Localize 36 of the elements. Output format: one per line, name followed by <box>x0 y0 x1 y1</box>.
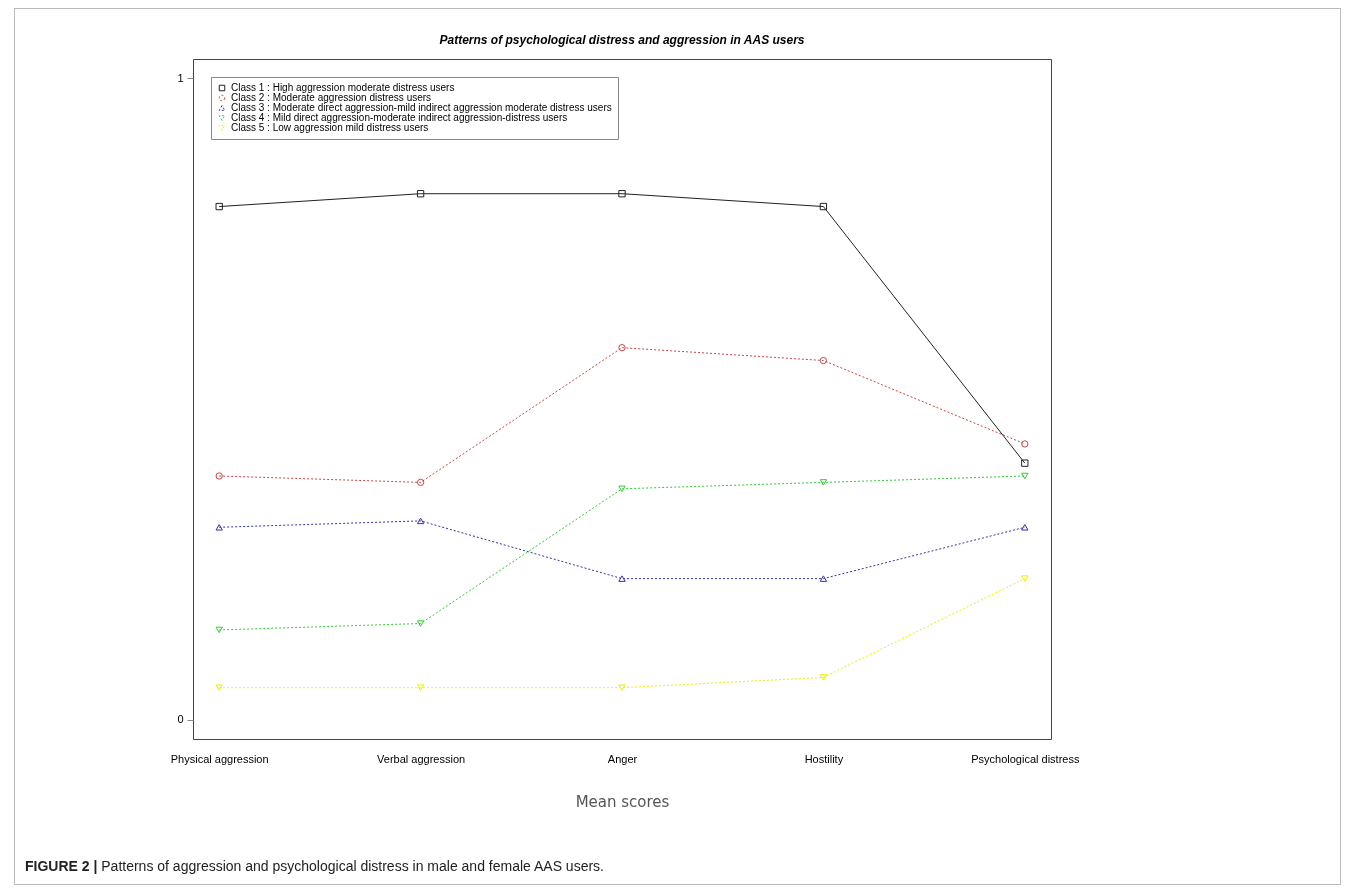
point <box>1021 472 1029 480</box>
point <box>215 202 223 211</box>
point <box>819 479 828 486</box>
point <box>215 626 223 634</box>
point <box>416 620 425 627</box>
x-tick-label: Hostility <box>804 752 844 765</box>
point <box>1021 440 1029 448</box>
point <box>416 517 425 525</box>
x-tick-label: Anger <box>607 752 638 765</box>
point <box>618 684 626 691</box>
y-tick-label: 0 <box>177 713 184 726</box>
legend-label: Class 1 : High aggression moderate distress users <box>231 82 455 93</box>
point <box>215 472 223 480</box>
point <box>416 190 425 198</box>
caption: FIGURE 2 | Patterns of aggression and psychological distress in male and female AAS users. <box>25 858 604 874</box>
point <box>819 575 828 582</box>
point <box>416 478 425 487</box>
point <box>618 344 626 352</box>
point <box>416 684 425 691</box>
point <box>618 190 626 198</box>
x-tick-label: Psychological distress <box>971 752 1080 765</box>
point <box>215 524 223 531</box>
chart-title: Patterns of psychological distress and aggression in AAS users <box>439 33 805 47</box>
point <box>1021 575 1029 582</box>
point <box>819 674 828 681</box>
point <box>618 575 626 582</box>
point <box>819 356 828 365</box>
point <box>618 485 626 493</box>
point <box>819 202 828 211</box>
x-tick-label: Verbal aggression <box>377 752 466 765</box>
point <box>215 684 223 691</box>
x-axis-title: Mean scores <box>575 792 670 811</box>
x-tick-label: Physical aggression <box>170 752 269 765</box>
y-tick-label: 1 <box>177 71 184 84</box>
point <box>1021 459 1029 467</box>
point <box>1021 524 1029 531</box>
